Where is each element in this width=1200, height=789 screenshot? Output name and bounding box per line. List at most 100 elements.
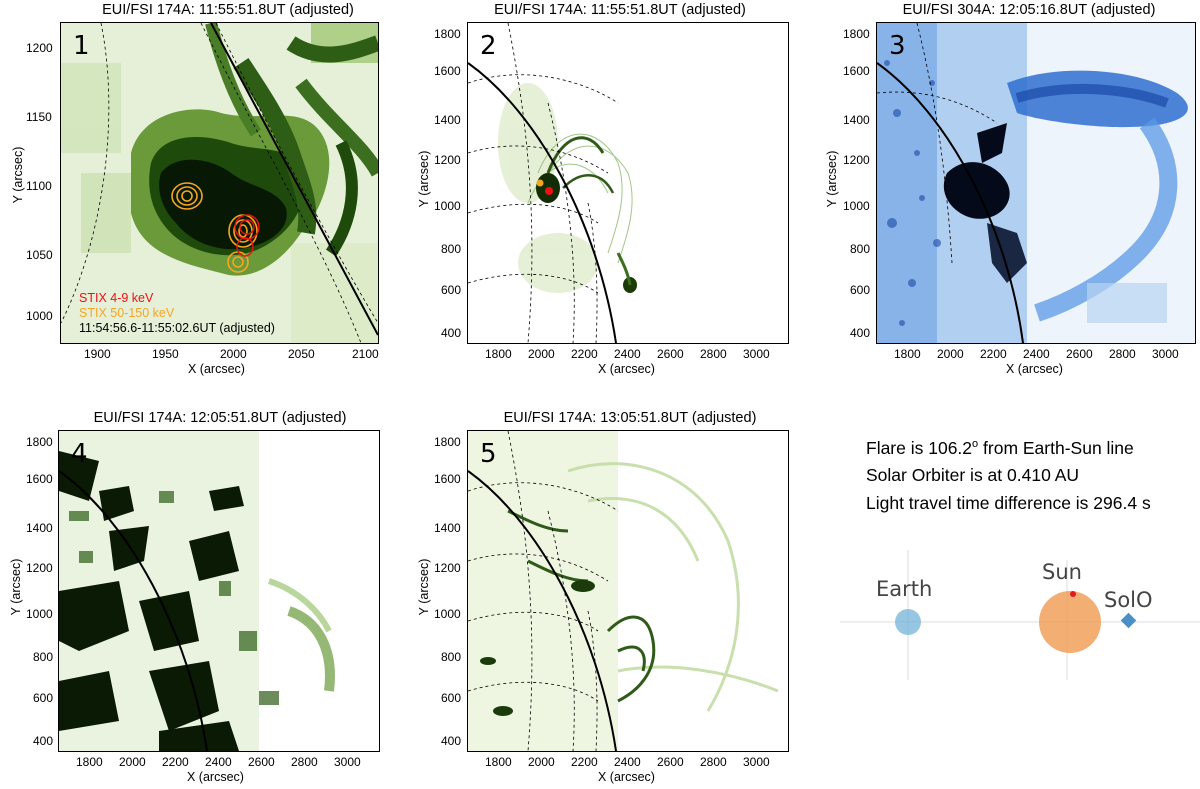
y-tick: 600 <box>33 691 54 705</box>
x-tick: 1800 <box>485 347 512 361</box>
panel-title: EUI/FSI 174A: 11:55:51.8UT (adjusted) <box>102 2 354 18</box>
earth-label: Earth <box>876 577 933 601</box>
x-tick: 2000 <box>119 755 146 769</box>
y-tick: 1600 <box>26 472 53 486</box>
y-tick: 1400 <box>26 521 53 535</box>
x-tick: 1950 <box>152 347 179 361</box>
y-tick: 1000 <box>843 199 870 213</box>
x-axis-label: X (arcsec) <box>598 362 655 376</box>
image-frame: 5 <box>467 430 789 752</box>
y-tick: 1800 <box>434 435 461 449</box>
x-tick: 2000 <box>528 755 555 769</box>
x-tick: 3000 <box>334 755 361 769</box>
y-tick: 600 <box>850 283 871 297</box>
degree-sup: o <box>972 438 979 451</box>
flare-angle-suffix: from Earth-Sun line <box>978 438 1134 458</box>
panel-title: EUI/FSI 174A: 11:55:51.8UT (adjusted) <box>494 2 746 18</box>
flare-angle-value: Flare is 106.2 <box>866 438 973 458</box>
x-tick: 2100 <box>352 347 379 361</box>
y-tick: 1200 <box>843 153 870 167</box>
y-tick: 1600 <box>434 64 461 78</box>
x-tick: 2050 <box>288 347 315 361</box>
image-frame: 1 STIX 4-9 keV STIX 50-150 keV 11:54:56.… <box>60 22 379 344</box>
legend-time-range: 11:54:56.6-11:55:02.6UT (adjusted) <box>79 321 275 335</box>
y-tick: 400 <box>441 734 462 748</box>
y-tick: 1000 <box>26 607 53 621</box>
x-tick: 2000 <box>937 347 964 361</box>
y-tick: 1400 <box>843 113 870 127</box>
y-tick: 1800 <box>843 27 870 41</box>
sun-label: Sun <box>1042 560 1082 584</box>
y-axis-label: Y (arcsec) <box>417 150 431 208</box>
x-tick: 2200 <box>162 755 189 769</box>
y-tick: 1600 <box>434 472 461 486</box>
x-tick: 2200 <box>980 347 1007 361</box>
x-tick: 2600 <box>248 755 275 769</box>
y-tick: 1600 <box>843 64 870 78</box>
flare-marker <box>1070 591 1076 597</box>
x-tick: 2400 <box>205 755 232 769</box>
x-tick: 2800 <box>700 755 727 769</box>
x-tick: 3000 <box>743 755 770 769</box>
panel-number: 2 <box>480 31 497 61</box>
panel-title: EUI/FSI 174A: 12:05:51.8UT (adjusted) <box>93 410 347 426</box>
x-tick: 2400 <box>614 755 641 769</box>
x-tick: 2600 <box>657 755 684 769</box>
sun-marker <box>1039 591 1101 653</box>
solo-label: SolO <box>1104 588 1153 612</box>
x-tick: 2600 <box>1066 347 1093 361</box>
y-tick: 800 <box>441 242 462 256</box>
orbiter-distance-text: Solar Orbiter is at 0.410 AU <box>866 465 1080 485</box>
x-tick: 1900 <box>84 347 111 361</box>
geometry-diagram <box>840 550 1200 680</box>
x-axis-label: X (arcsec) <box>187 770 244 784</box>
x-tick: 2400 <box>614 347 641 361</box>
legend-stix-low: STIX 4-9 keV <box>79 291 154 305</box>
y-tick: 1200 <box>434 153 461 167</box>
panel-title: EUI/FSI 304A: 12:05:16.8UT (adjusted) <box>902 2 1156 18</box>
light-time-text: Light travel time difference is 296.4 s <box>866 493 1151 513</box>
y-tick: 1050 <box>26 248 53 262</box>
x-tick: 2000 <box>220 347 247 361</box>
y-axis-label: Y (arcsec) <box>9 558 23 616</box>
solo-marker <box>1120 612 1137 629</box>
y-tick: 1400 <box>434 113 461 127</box>
y-tick: 1200 <box>434 561 461 575</box>
x-tick: 2800 <box>700 347 727 361</box>
image-frame: 4 <box>58 430 380 752</box>
panel-number: 5 <box>480 439 497 469</box>
x-axis-label: X (arcsec) <box>598 770 655 784</box>
y-tick: 400 <box>33 734 54 748</box>
x-tick: 2000 <box>528 347 555 361</box>
y-tick: 1800 <box>26 435 53 449</box>
y-axis-label: Y (arcsec) <box>11 146 25 204</box>
panel-number: 1 <box>73 31 90 61</box>
x-tick: 3000 <box>743 347 770 361</box>
image-frame: 2 <box>467 22 789 344</box>
panel-title: EUI/FSI 174A: 13:05:51.8UT (adjusted) <box>503 410 757 426</box>
panel-number: 3 <box>889 31 906 61</box>
x-tick: 2600 <box>657 347 684 361</box>
x-tick: 1800 <box>894 347 921 361</box>
y-axis-label: Y (arcsec) <box>825 150 839 208</box>
y-axis-label: Y (arcsec) <box>417 558 431 616</box>
panel-number: 4 <box>71 439 88 469</box>
earth-marker <box>895 609 921 635</box>
image-frame: 3 <box>876 22 1196 344</box>
y-tick: 600 <box>441 691 462 705</box>
x-tick: 2200 <box>571 347 598 361</box>
y-tick: 1000 <box>26 309 53 323</box>
y-tick: 800 <box>441 650 462 664</box>
x-tick: 2400 <box>1023 347 1050 361</box>
x-tick: 1800 <box>76 755 103 769</box>
x-axis-label: X (arcsec) <box>188 362 245 376</box>
y-tick: 800 <box>850 242 871 256</box>
y-tick: 1000 <box>434 199 461 213</box>
y-tick: 1100 <box>26 179 52 193</box>
x-tick: 3000 <box>1152 347 1179 361</box>
x-tick: 1800 <box>485 755 512 769</box>
x-tick: 2200 <box>571 755 598 769</box>
y-tick: 1200 <box>26 41 53 55</box>
y-tick: 1200 <box>26 561 53 575</box>
legend-stix-high: STIX 50-150 keV <box>79 306 175 320</box>
